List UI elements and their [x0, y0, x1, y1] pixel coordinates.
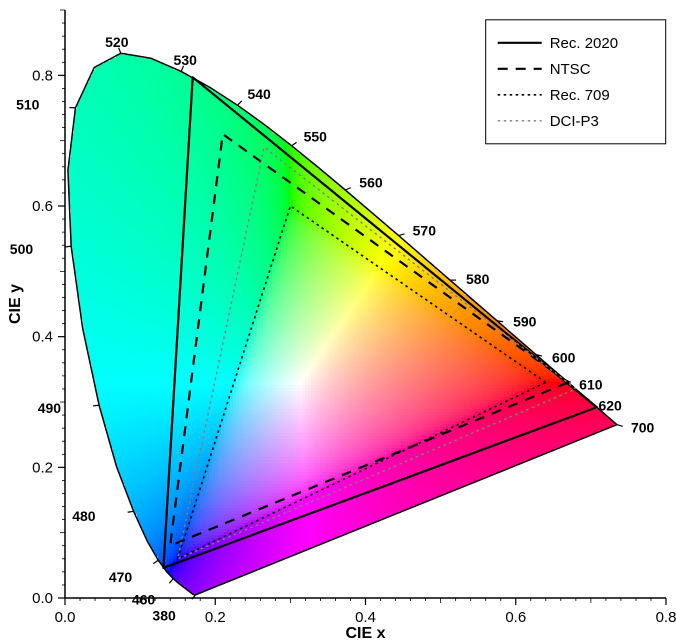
- y-axis-label: CIE y: [7, 284, 24, 324]
- x-tick-label: 0.2: [205, 609, 226, 626]
- wavelength-label-540: 540: [247, 86, 271, 102]
- legend-label: Rec. 709: [550, 87, 610, 104]
- wavelength-label-460: 460: [132, 591, 156, 607]
- wavelength-label-490: 490: [38, 400, 62, 416]
- legend-label: DCI-P3: [550, 113, 599, 130]
- wavelength-label-380: 380: [152, 607, 176, 623]
- wavelength-label-700: 700: [631, 419, 655, 435]
- x-tick-label: 0.4: [355, 609, 376, 626]
- y-tick-label: 0.0: [32, 590, 53, 607]
- wavelength-label-570: 570: [413, 222, 437, 238]
- wavelength-label-510: 510: [16, 97, 40, 113]
- wavelength-label-520: 520: [105, 34, 129, 50]
- y-tick-label: 0.8: [32, 67, 53, 84]
- x-tick-label: 0.6: [505, 609, 526, 626]
- legend-label: Rec. 2020: [550, 35, 618, 52]
- wavelength-label-560: 560: [359, 175, 383, 191]
- y-tick-label: 0.6: [32, 198, 53, 215]
- x-tick-label: 0.0: [55, 609, 76, 626]
- cie-chromaticity-diagram: 380460 470 480 490 500 510 520 530 540 550 560 570 5…: [0, 0, 676, 642]
- wavelength-label-590: 590: [513, 314, 537, 330]
- wavelength-label-470: 470: [109, 569, 133, 585]
- wavelength-label-530: 530: [174, 52, 198, 68]
- y-tick-label: 0.4: [32, 329, 53, 346]
- legend-label: NTSC: [550, 61, 591, 78]
- wavelength-label-600: 600: [552, 349, 576, 365]
- y-tick-label: 0.2: [32, 459, 53, 476]
- x-tick-label: 0.8: [656, 609, 676, 626]
- wavelength-label-550: 550: [304, 128, 328, 144]
- legend: Rec. 2020 NTSC Rec. 709 DCI-P3: [486, 20, 666, 144]
- wavelength-label-610: 610: [579, 376, 603, 392]
- wavelength-label-580: 580: [466, 271, 490, 287]
- wavelength-label-620: 620: [598, 397, 622, 413]
- wavelength-label-500: 500: [10, 241, 34, 257]
- wavelength-label-480: 480: [72, 508, 96, 524]
- x-axis-label: CIE x: [345, 625, 385, 642]
